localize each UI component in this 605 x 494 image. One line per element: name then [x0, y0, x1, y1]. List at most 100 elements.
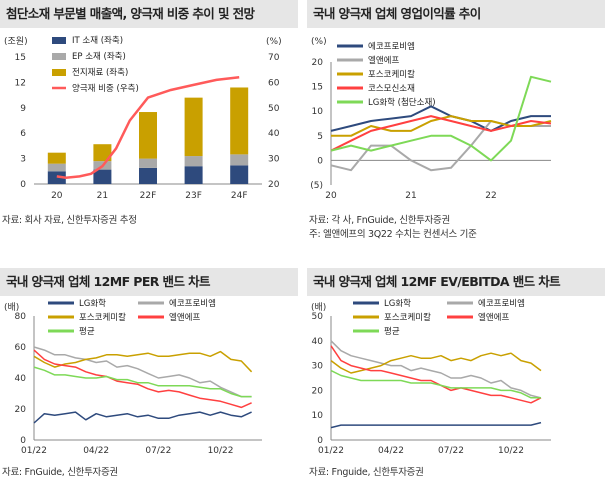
x-tick-label: 10/22: [498, 446, 524, 456]
y-tick-label-right: 60: [268, 78, 280, 88]
y-tick-label: 5: [317, 132, 323, 142]
y-axis-unit: (배): [311, 302, 326, 313]
legend-label: EP 소재 (좌축): [72, 52, 126, 62]
panel-segment-sales: 첨단소재 부문별 매출액, 양극재 비중 추이 및 전망 (조원) (%) 0 3 6 9…: [0, 0, 298, 235]
x-tick-label: 24F: [231, 191, 248, 201]
y-tick-label-left: 12: [15, 78, 26, 88]
series-line: [33, 366, 252, 398]
line-series-cathode-share: [56, 76, 240, 179]
y-tick-label: 60: [15, 343, 27, 353]
legend-label: LG화학: [79, 298, 106, 309]
legend-label: 포스코케미칼: [79, 313, 126, 323]
x-tick-label: 20: [325, 191, 337, 201]
y-tick-label-right: 30: [268, 155, 280, 165]
bar-segment: [47, 163, 66, 172]
per-band-chart: (배) 0 20 40 60 80 01/22 04/22 07/22 10/22 LG화학 에코프로…: [4, 298, 262, 456]
legend-swatch: [52, 53, 66, 60]
bar-segment: [47, 152, 66, 164]
series-line: [33, 346, 252, 398]
y-tick-label: 0: [317, 436, 323, 446]
y-tick-label: 40: [312, 337, 324, 347]
y-tick-label-left: 6: [20, 129, 26, 139]
bar-segment: [93, 169, 112, 184]
y-tick-label-left: 9: [20, 104, 26, 114]
y-tick-label: 0: [317, 156, 323, 166]
y-tick-label-right: 70: [268, 53, 280, 63]
bar-segment: [93, 144, 112, 162]
y-tick-label: 30: [312, 362, 324, 372]
bar-segment: [184, 166, 203, 184]
legend-label: 에코프로비엠: [368, 41, 415, 52]
legend-label: 에코프로비엠: [169, 298, 216, 309]
series-line: [33, 349, 252, 409]
chart-title: 첨단소재 부문별 매출액, 양극재 비중 추이 및 전망: [0, 0, 298, 28]
legend-label: IT 소재 (좌축): [72, 36, 123, 46]
y-axis-unit: (배): [4, 302, 19, 313]
legend-label: 평균: [384, 326, 400, 337]
x-tick-label: 23F: [185, 191, 202, 201]
y-tick-label-left: 3: [20, 155, 26, 165]
x-tick-label: 21: [405, 191, 416, 201]
chart-source: 자료: FnGuide, 신한투자증권: [2, 467, 118, 478]
series-line: [330, 345, 542, 404]
bar-segment: [139, 167, 157, 184]
y-tick-label: 15: [312, 83, 323, 93]
y-tick-label: 10: [312, 107, 324, 117]
x-tick-label: 22: [485, 191, 496, 201]
segment-sales-chart: (조원) (%) 0 3 6 9 12 15 20 30 40 50 60 70 20 21 22F 23F 24F…: [4, 36, 282, 201]
legend-label: 엘앤에프: [368, 55, 399, 66]
y-tick-label-left: 0: [20, 180, 26, 190]
y-tick-label: 20: [312, 386, 324, 396]
x-tick-label: 01/22: [318, 446, 344, 456]
x-tick-label: 04/22: [378, 446, 404, 456]
y-tick-label-right: 20: [268, 180, 280, 190]
y-tick-label-right: 50: [268, 104, 280, 114]
legend-label: 포스코케미칼: [384, 313, 431, 323]
x-tick-label: 01/22: [21, 446, 47, 456]
panel-ev-ebitda-band: 국내 양극재 업체 12MF EV/EBITDA 밴드 차트 (배) 0 10 20 3…: [307, 268, 605, 494]
legend-swatch: [52, 69, 66, 76]
legend-label: 양극재 비중 (우측): [72, 83, 139, 94]
chart-source: 자료: 회사 자료, 신한투자증권 추정: [2, 215, 137, 226]
series-line: [330, 340, 542, 399]
x-tick-label: 04/22: [83, 446, 109, 456]
series-line: [33, 350, 253, 373]
legend-label: 평균: [79, 326, 95, 337]
legend-label: 코스모신소재: [368, 84, 415, 94]
bar-segment: [230, 154, 249, 166]
chart-source: 자료: Fnguide, 신한투자증권: [309, 467, 424, 478]
series-line: [330, 75, 552, 162]
series-line: [330, 352, 542, 374]
x-tick-label: 07/22: [438, 446, 464, 456]
bar-segment: [184, 156, 203, 167]
y-axis-unit-left: (조원): [4, 36, 28, 47]
legend-label: LG화학: [384, 298, 411, 309]
y-tick-label: 0: [20, 436, 26, 446]
legend-label: 에코프로비엠: [478, 298, 525, 309]
legend-label: 전지재료 (좌축): [72, 67, 128, 78]
chart-title: 국내 양극재 업체 영업이익률 추이: [307, 0, 605, 28]
ev-ebitda-band-chart: (배) 0 10 20 30 40 50 01/22 04/22 07/22 10/22 LG화학 에코…: [311, 298, 551, 456]
legend-label: LG화학 (첨단소재): [368, 97, 436, 108]
y-tick-label: 10: [312, 411, 324, 421]
series-line: [330, 369, 541, 399]
op-margin-chart: (%) (5) 0 5 10 15 20 20 21 22 에코프로비엠엘앤에프포스코케미칼코스모신…: [310, 37, 552, 201]
x-tick-label: 21: [97, 191, 108, 201]
series-line: [33, 411, 252, 424]
chart-title: 국내 양극재 업체 12MF PER 밴드 차트: [0, 268, 298, 296]
bar-segment: [230, 165, 249, 184]
series-line: [330, 115, 552, 152]
y-tick-label: (5): [310, 181, 323, 191]
y-tick-label: 20: [312, 58, 324, 68]
bar-segment: [139, 112, 157, 159]
chart-note: 주: 엘앤에프의 3Q22 수치는 컨센서스 기준: [309, 229, 477, 240]
y-tick-label: 50: [312, 312, 324, 322]
legend-label: 엘앤에프: [478, 312, 509, 323]
legend-swatch: [52, 37, 66, 44]
x-tick-label: 07/22: [145, 446, 171, 456]
y-tick-label: 40: [15, 374, 27, 384]
y-tick-label: 20: [15, 405, 27, 415]
y-axis-unit-right: (%): [266, 37, 282, 47]
bar-segment: [139, 158, 157, 168]
panel-per-band: 국내 양극재 업체 12MF PER 밴드 차트 (배) 0 20 40 60 80 01/…: [0, 268, 298, 494]
